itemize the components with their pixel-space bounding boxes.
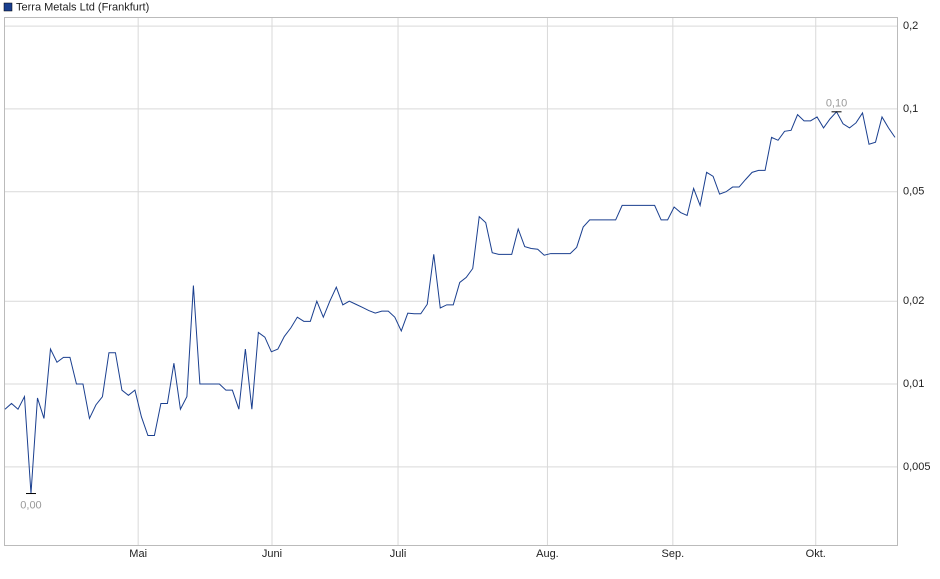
line bbox=[4, 110, 896, 494]
x-tick-label: Juli bbox=[390, 548, 407, 560]
y-tick-label: 0,2 bbox=[903, 20, 918, 32]
x-tick-label: Aug. bbox=[536, 548, 559, 560]
x-tick-label: Okt. bbox=[806, 548, 826, 560]
legend-swatch bbox=[3, 2, 13, 12]
legend-label: Terra Metals Ltd (Frankfurt) bbox=[16, 1, 149, 13]
annotation: 0,10 bbox=[826, 98, 847, 110]
y-tick-label: 0,05 bbox=[903, 186, 924, 198]
annotation: 0,00 bbox=[20, 499, 41, 511]
x-tick-label: Sep. bbox=[662, 548, 685, 560]
y-tick-label: 0,02 bbox=[903, 295, 924, 307]
y-tick-label: 0,1 bbox=[903, 103, 918, 115]
x-tick-label: Mai bbox=[129, 548, 147, 560]
y-tick-label: 0,005 bbox=[903, 461, 931, 473]
y-tick-label: 0,01 bbox=[903, 378, 924, 390]
plot-frame bbox=[4, 17, 898, 546]
x-tick-label: Juni bbox=[262, 548, 282, 560]
